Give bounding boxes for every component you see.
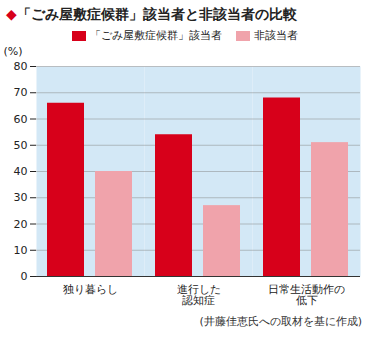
- svg-text:(%): (%): [4, 45, 23, 58]
- svg-text:独り暮らし: 独り暮らし: [63, 283, 118, 296]
- svg-text:40: 40: [14, 165, 28, 178]
- svg-text:30: 30: [14, 191, 28, 204]
- svg-text:60: 60: [14, 113, 28, 126]
- svg-text:進行した認知症: 進行した認知症: [177, 283, 221, 307]
- svg-text:10: 10: [14, 244, 28, 257]
- svg-text:50: 50: [14, 139, 28, 152]
- svg-text:0: 0: [21, 270, 28, 283]
- html-text:◆「ごみ屋敷症候群」該当者と非該当者の比較: ◆「ごみ屋敷症候群」該当者と非該当者の比較: [6, 6, 297, 22]
- svg-text:70: 70: [14, 86, 28, 99]
- svg-text:80: 80: [14, 60, 28, 73]
- html-text:非該当者: 非該当者: [254, 28, 298, 42]
- svg-text:20: 20: [14, 218, 28, 231]
- html-text:「ごみ屋敷症候群」該当者: 「ごみ屋敷症候群」該当者: [90, 28, 222, 42]
- html-text:(井藤佳恵氏への取材を基に作成): (井藤佳恵氏への取材を基に作成): [199, 315, 362, 328]
- svg-text:日常生活動作の低下: 日常生活動作の低下: [268, 283, 345, 307]
